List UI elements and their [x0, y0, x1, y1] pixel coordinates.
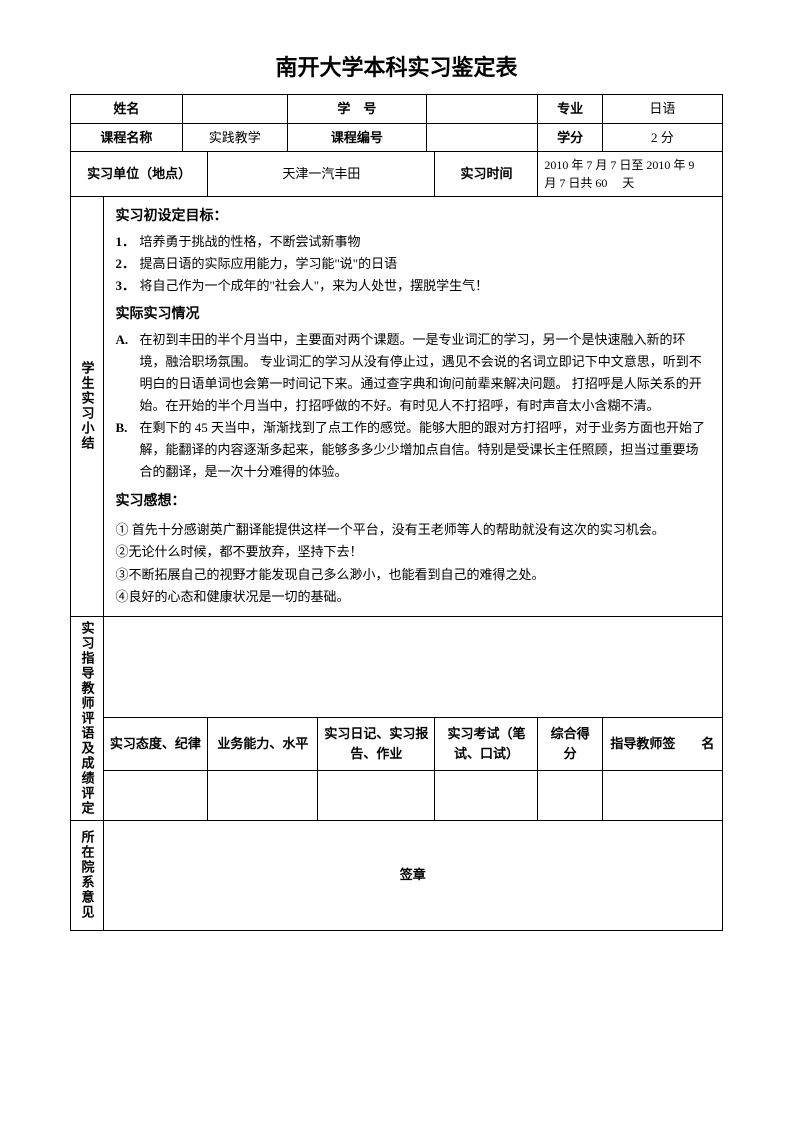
sid-label: 学 号 [287, 95, 427, 124]
course-code-value [427, 123, 538, 152]
feeling-4: ④良好的心态和健康状况是一切的基础。 [116, 586, 711, 608]
eval-col-2: 业务能力、水平 [208, 717, 318, 771]
credit-value: 2 分 [602, 123, 722, 152]
feeling-1: ① 首先十分感谢英广翻译能提供这样一个平台，没有王老师等人的帮助就没有这次的实习… [116, 519, 711, 541]
name-value [182, 95, 287, 124]
goal-num-2: 2． [116, 253, 140, 275]
eval-val-3 [318, 771, 435, 820]
course-name-value: 实践教学 [182, 123, 287, 152]
row-summary: 学生实习小结 实习初设定目标： 1．培养勇于挑战的性格，不断尝试新事物 2．提高… [71, 197, 723, 617]
sid-value [427, 95, 538, 124]
eval-col-6: 指导教师签 名 [602, 717, 722, 771]
time-label: 实习时间 [435, 152, 538, 197]
sit-num-a: A. [116, 329, 140, 417]
major-label: 专业 [538, 95, 602, 124]
situation-title: 实际实习情况 [116, 303, 711, 327]
page-title: 南开大学本科实习鉴定表 [70, 50, 723, 82]
major-value: 日语 [602, 95, 722, 124]
eval-col-4: 实习考试（笔试、口试） [435, 717, 538, 771]
feeling-3: ③不断拓展自己的视野才能发现自己多么渺小，也能看到自己的难得之处。 [116, 564, 711, 586]
row-dept: 所在院系意见 签章 [71, 820, 723, 930]
row-name: 姓名 学 号 专业 日语 [71, 95, 723, 124]
row-unit: 实习单位（地点） 天津一汽丰田 实习时间 2010 年 7 月 7 日至 201… [71, 152, 723, 197]
summary-vlabel: 学生实习小结 [71, 197, 104, 617]
course-code-label: 课程编号 [287, 123, 427, 152]
goal-text-1: 培养勇于挑战的性格，不断尝试新事物 [140, 231, 361, 253]
name-label: 姓名 [71, 95, 183, 124]
eval-val-4 [435, 771, 538, 820]
goal-text-2: 提高日语的实际应用能力，学习能"说"的日语 [140, 253, 398, 275]
eval-val-2 [208, 771, 318, 820]
row-eval-vals [71, 771, 723, 820]
unit-label: 实习单位（地点） [71, 152, 208, 197]
sit-text-b: 在剩下的 45 天当中，渐渐找到了点工作的感觉。能够大胆的跟对方打招呼，对于业务… [140, 417, 711, 483]
credit-label: 学分 [538, 123, 602, 152]
unit-value: 天津一汽丰田 [208, 152, 435, 197]
course-name-label: 课程名称 [71, 123, 183, 152]
sit-text-a: 在初到丰田的半个月当中，主要面对两个课题。一是专业词汇的学习，另一个是快速融入新… [140, 329, 711, 417]
eval-val-1 [103, 771, 208, 820]
eval-comments [103, 616, 723, 717]
eval-val-5 [538, 771, 602, 820]
eval-col-5: 综合得分 [538, 717, 602, 771]
row-course: 课程名称 实践教学 课程编号 学分 2 分 [71, 123, 723, 152]
goal-num-1: 1． [116, 231, 140, 253]
goal-title: 实习初设定目标： [116, 205, 711, 229]
goal-list: 1．培养勇于挑战的性格，不断尝试新事物 2．提高日语的实际应用能力，学习能"说"… [116, 231, 711, 297]
main-table: 姓名 学 号 专业 日语 课程名称 实践教学 课程编号 学分 2 分 实习单位（… [70, 94, 723, 931]
summary-content: 实习初设定目标： 1．培养勇于挑战的性格，不断尝试新事物 2．提高日语的实际应用… [103, 197, 723, 617]
sit-num-b: B. [116, 417, 140, 483]
feeling-title: 实习感想： [116, 490, 711, 514]
feeling-2: ②无论什么时候，都不要放弃，坚持下去！ [116, 541, 711, 563]
eval-col-1: 实习态度、纪律 [103, 717, 208, 771]
situation-list: A.在初到丰田的半个月当中，主要面对两个课题。一是专业词汇的学习，另一个是快速融… [116, 329, 711, 484]
goal-num-3: 3． [116, 275, 140, 297]
row-eval-top: 实习指导教师评语及成绩评定 [71, 616, 723, 717]
dept-vlabel: 所在院系意见 [71, 820, 104, 930]
row-eval-head: 实习态度、纪律 业务能力、水平 实习日记、实习报告、作业 实习考试（笔试、口试）… [71, 717, 723, 771]
eval-val-6 [602, 771, 722, 820]
eval-col-3: 实习日记、实习报告、作业 [318, 717, 435, 771]
eval-vlabel: 实习指导教师评语及成绩评定 [71, 616, 104, 820]
time-value: 2010 年 7 月 7 日至 2010 年 9 月 7 日共 60 天 [538, 152, 723, 197]
goal-text-3: 将自己作为一个成年的"社会人"，来为人处世，摆脱学生气！ [140, 275, 489, 297]
dept-sig: 签章 [103, 820, 723, 930]
